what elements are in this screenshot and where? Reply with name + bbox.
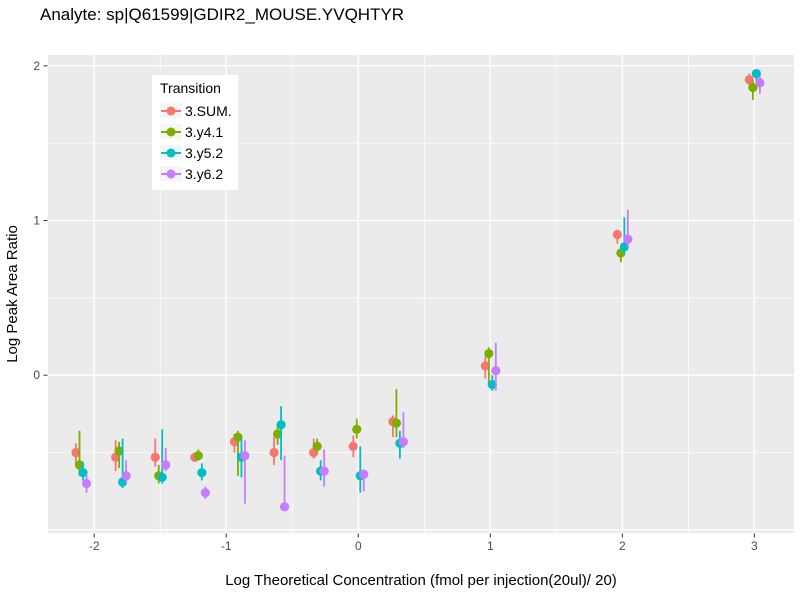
- data-point: [161, 460, 171, 470]
- legend-item: 3.y6.2: [160, 163, 232, 184]
- data-point: [121, 471, 131, 481]
- data-point: [744, 75, 754, 85]
- x-tick-label: 2: [619, 539, 626, 553]
- legend-item-label: 3.y5.2: [185, 144, 224, 161]
- legend-item-label: 3.SUM.: [185, 102, 232, 119]
- x-tick-label: -2: [89, 539, 100, 553]
- legend-item: 3.y4.1: [160, 121, 232, 142]
- data-point: [484, 348, 494, 359]
- data-point: [276, 420, 286, 430]
- x-tick-label: 0: [355, 539, 362, 553]
- data-point: [623, 234, 633, 244]
- legend-key-dot: [166, 148, 176, 157]
- data-point: [272, 429, 283, 439]
- data-point: [348, 441, 358, 451]
- y-tick-label: 2: [33, 59, 40, 73]
- legend-item: 3.SUM.: [160, 100, 232, 121]
- legend-key-pointrange-icon: [160, 145, 182, 160]
- legend-key-pointrange-icon: [160, 124, 182, 139]
- data-point: [197, 468, 207, 478]
- legend-key-pointrange-icon: [160, 166, 182, 181]
- data-point: [74, 460, 85, 470]
- legend-key-dot: [166, 169, 176, 178]
- data-point: [352, 424, 362, 434]
- x-axis-title: Log Theoretical Concentration (fmol per …: [225, 572, 617, 589]
- x-tick-label: 1: [487, 539, 494, 553]
- data-point: [751, 68, 761, 79]
- y-tick-label: 1: [33, 214, 40, 228]
- legend-item: 3.y5.2: [160, 142, 232, 163]
- data-point: [193, 451, 203, 461]
- legend-item-label: 3.y4.1: [185, 123, 224, 140]
- data-point: [78, 468, 88, 478]
- data-point: [114, 446, 124, 456]
- y-axis-title: Log Peak Area Ratio: [4, 225, 21, 363]
- data-point: [157, 472, 167, 482]
- y-tick-label: 0: [33, 368, 40, 382]
- data-point: [269, 447, 279, 458]
- data-point: [240, 451, 250, 461]
- legend-key-dot: [166, 106, 176, 115]
- legend: Transition 3.SUM. 3.y4.1 3.y5.2 3.y6.2: [152, 75, 238, 190]
- data-point: [755, 78, 765, 88]
- data-point: [71, 447, 81, 458]
- data-point: [359, 469, 369, 479]
- data-point: [150, 452, 160, 462]
- data-point: [480, 361, 490, 371]
- data-point: [233, 432, 243, 442]
- data-point: [487, 379, 497, 390]
- data-point: [312, 441, 322, 451]
- data-point: [612, 229, 622, 240]
- legend-title: Transition: [160, 80, 221, 96]
- legend-key-pointrange-icon: [160, 103, 182, 118]
- data-point: [748, 82, 758, 93]
- data-point: [398, 437, 408, 447]
- chart-title: Analyte: sp|Q61599|GDIR2_MOUSE.YVQHTYR: [40, 5, 404, 24]
- data-point: [491, 365, 501, 376]
- legend-key-dot: [166, 127, 176, 136]
- legend-item-label: 3.y6.2: [185, 165, 224, 182]
- data-point: [391, 418, 401, 428]
- x-tick-label: 3: [751, 539, 758, 553]
- data-point: [200, 488, 210, 498]
- x-tick-label: -1: [221, 539, 232, 553]
- data-point: [319, 466, 329, 476]
- data-point: [279, 502, 290, 512]
- data-point: [81, 478, 92, 489]
- data-point: [619, 242, 629, 252]
